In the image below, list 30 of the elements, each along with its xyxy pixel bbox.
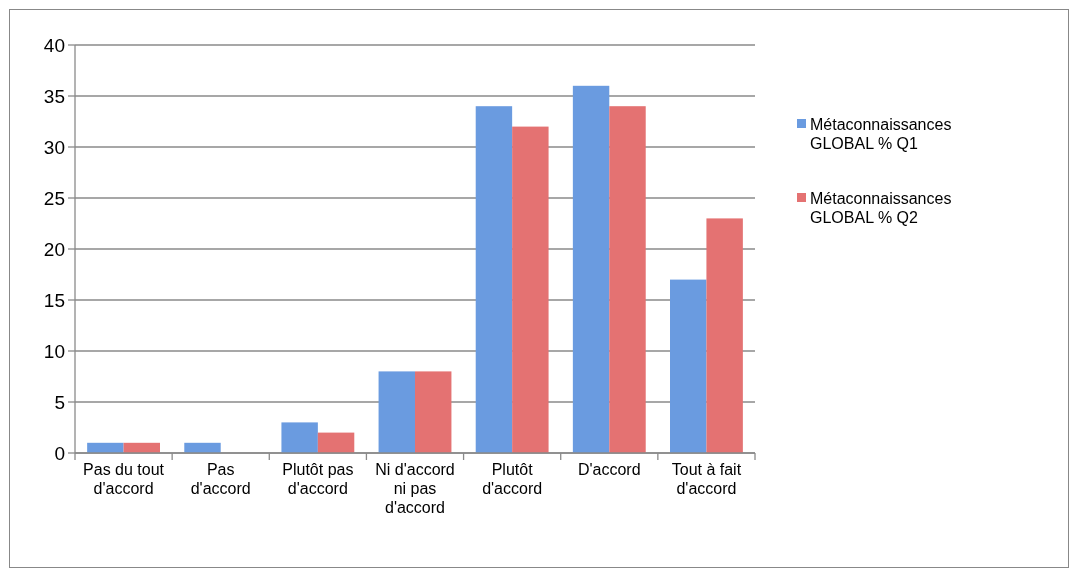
bar bbox=[378, 371, 415, 453]
y-tick-label: 20 bbox=[43, 238, 65, 260]
y-tick-label: 35 bbox=[43, 85, 65, 107]
y-tick-label: 15 bbox=[43, 289, 65, 311]
y-tick-label: 5 bbox=[54, 391, 65, 413]
bar bbox=[609, 106, 646, 453]
x-tick-label: Plutôt pas d'accord bbox=[282, 461, 354, 497]
bar bbox=[281, 422, 318, 453]
x-tick-label: Tout à fait d'accord bbox=[671, 461, 742, 497]
x-tick-label: Pas d'accord bbox=[190, 461, 251, 497]
x-tick-label: Plutôt d'accord bbox=[482, 461, 543, 497]
bar bbox=[87, 442, 124, 453]
y-tick-label: 25 bbox=[43, 187, 65, 209]
x-tick-label: D'accord bbox=[577, 461, 641, 478]
bar bbox=[512, 126, 549, 453]
bar bbox=[706, 218, 743, 453]
x-tick-label: Pas du tout d'accord bbox=[83, 461, 165, 497]
bar bbox=[184, 442, 221, 453]
legend-label: Métaconnaissances GLOBAL % Q1 bbox=[810, 116, 952, 152]
bar bbox=[317, 432, 355, 453]
bar bbox=[572, 85, 610, 453]
bar bbox=[415, 371, 452, 453]
bar bbox=[670, 279, 707, 453]
y-tick-label: 0 bbox=[54, 442, 65, 464]
x-tick-label: Ni d'accord ni pas d'accord bbox=[375, 461, 455, 516]
bar bbox=[475, 106, 513, 453]
legend-label: Métaconnaissances GLOBAL % Q2 bbox=[810, 190, 952, 226]
y-tick-label: 40 bbox=[43, 34, 65, 56]
y-tick-label: 10 bbox=[43, 340, 65, 362]
y-tick-label: 30 bbox=[43, 136, 65, 158]
